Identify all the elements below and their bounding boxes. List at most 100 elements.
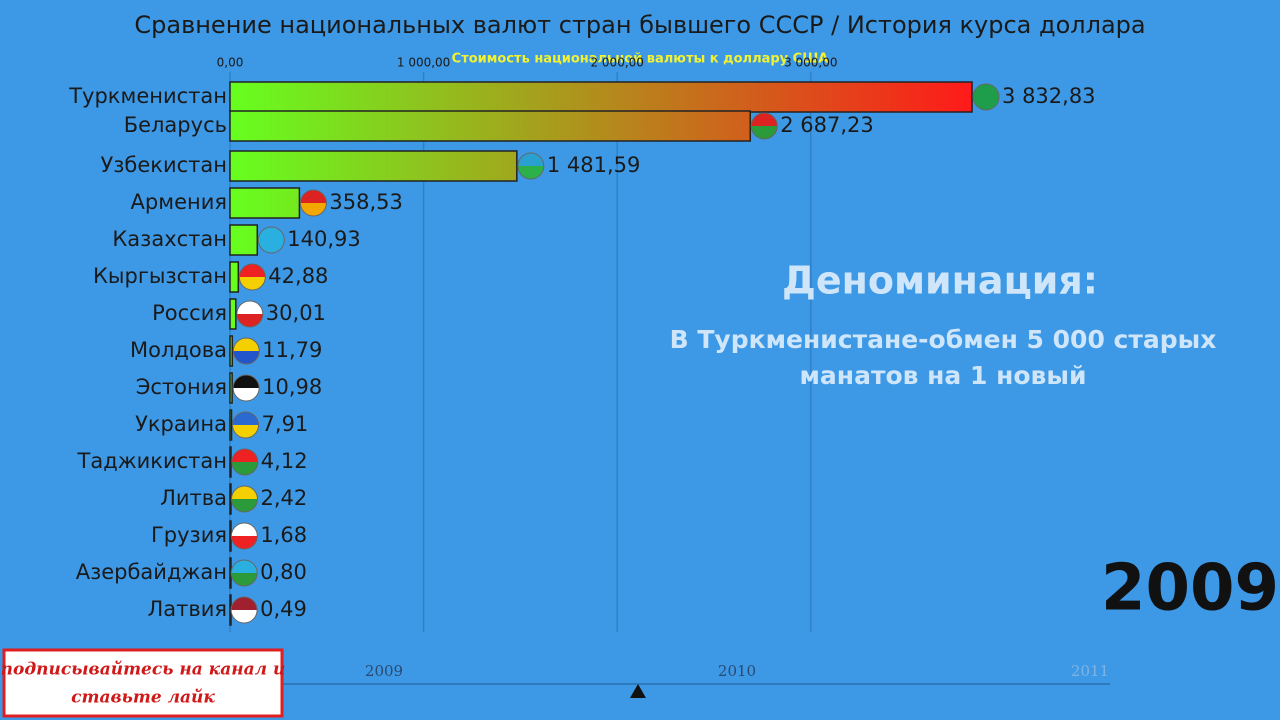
flag-ring [230,596,258,624]
y-tick-label: Узбекистан [100,153,227,177]
flag-bottom [231,536,258,550]
bar [229,409,233,441]
x-tick-label: 3 000,00 [784,56,837,70]
flag-bottom [751,126,778,140]
y-tick-label: Казахстан [112,227,227,251]
flag [750,112,778,140]
value-label: 1,68 [260,523,307,547]
flag-ring [299,189,327,217]
y-tick-label: Туркменистан [68,84,227,108]
flag [238,263,266,291]
y-tick-label: Молдова [130,338,227,362]
flag-ring [517,152,545,180]
value-label: 7,91 [262,412,309,436]
flag-bottom [233,351,260,364]
flag-ring [232,337,260,365]
year-label: 2009 [1101,552,1279,626]
flag-ring [750,112,778,140]
flag-bottom [233,388,260,402]
flag [232,337,260,365]
flag-bottom [973,97,1000,110]
flag-ring [230,559,258,587]
value-label: 0,49 [260,597,307,621]
flag [230,559,258,587]
y-tick-label: Литва [160,486,227,510]
flag-ring [238,263,266,291]
flag-bottom [300,203,327,216]
bar [229,81,973,113]
flag [232,374,260,402]
flag [972,83,1000,111]
chart-title: Сравнение национальных валют стран бывше… [134,11,1145,39]
flag-bottom [232,425,259,439]
y-tick-label: Россия [152,301,227,325]
value-label: 0,80 [260,560,307,584]
flag [517,152,545,180]
bar [229,187,301,219]
value-label: 358,53 [329,190,402,214]
bar [229,298,237,330]
timeline-label: 2011 [1071,662,1109,680]
timeline-label: 2010 [718,662,756,680]
y-tick-label: Латвия [147,597,227,621]
value-label: 4,12 [261,449,308,473]
y-tick-label: Таджикистан [77,449,228,473]
value-label: 2,42 [260,486,307,510]
x-tick-label: 2 000,00 [590,56,643,70]
value-label: 42,88 [268,264,328,288]
flag-ring [230,522,258,550]
flag-ring [232,374,260,402]
flag-bottom [231,610,258,623]
chart-subtitle: Стоимость национальной валюты к доллару … [452,52,829,67]
value-label: 1 481,59 [547,153,641,177]
flag-bottom [231,499,258,512]
bar [229,261,240,293]
flag-bottom [258,240,285,253]
annotation-heading: Деноминация: [782,259,1098,303]
flag-bottom [231,462,258,476]
flag [232,411,260,439]
flag [231,448,259,476]
flag-ring [230,485,258,513]
flag-ring [232,411,260,439]
flag [299,189,327,217]
y-tick-label: Армения [131,190,227,214]
flag-ring [972,83,1000,111]
y-tick-label: Грузия [151,523,227,547]
value-label: 10,98 [262,375,322,399]
banner-text: подписывайтесь на канал и [1,660,286,680]
banner-text: ставьте лайк [71,688,215,708]
flag-ring [257,226,285,254]
bar [229,110,751,142]
flag [230,522,258,550]
flag [230,485,258,513]
value-label: 3 832,83 [1002,84,1096,108]
flag [236,300,264,328]
banner[interactable] [2,648,284,718]
y-tick-label: Беларусь [124,113,227,137]
y-tick-label: Эстония [136,375,227,399]
bar [229,335,234,367]
y-tick-label: Кыргызстан [93,264,227,288]
value-label: 11,79 [262,338,322,362]
flag-ring [231,448,259,476]
x-tick-label: 0,00 [217,56,244,70]
bar [229,483,232,515]
flag-bottom [517,166,544,179]
timeline-label: 2009 [365,662,403,680]
bar [229,150,518,182]
timeline-marker [630,684,646,698]
value-label: 30,01 [266,301,326,325]
annotation-line: В Туркменистане-обмен 5 000 старых [670,325,1217,354]
bar [229,224,259,256]
bar [229,446,232,478]
annotation-line: манатов на 1 новый [800,361,1087,390]
flag-bottom [239,277,266,290]
value-label: 140,93 [287,227,360,251]
y-tick-label: Украина [135,412,227,436]
y-tick-label: Азербайджан [76,560,227,584]
flag-ring [236,300,264,328]
flag-bottom [236,314,263,327]
